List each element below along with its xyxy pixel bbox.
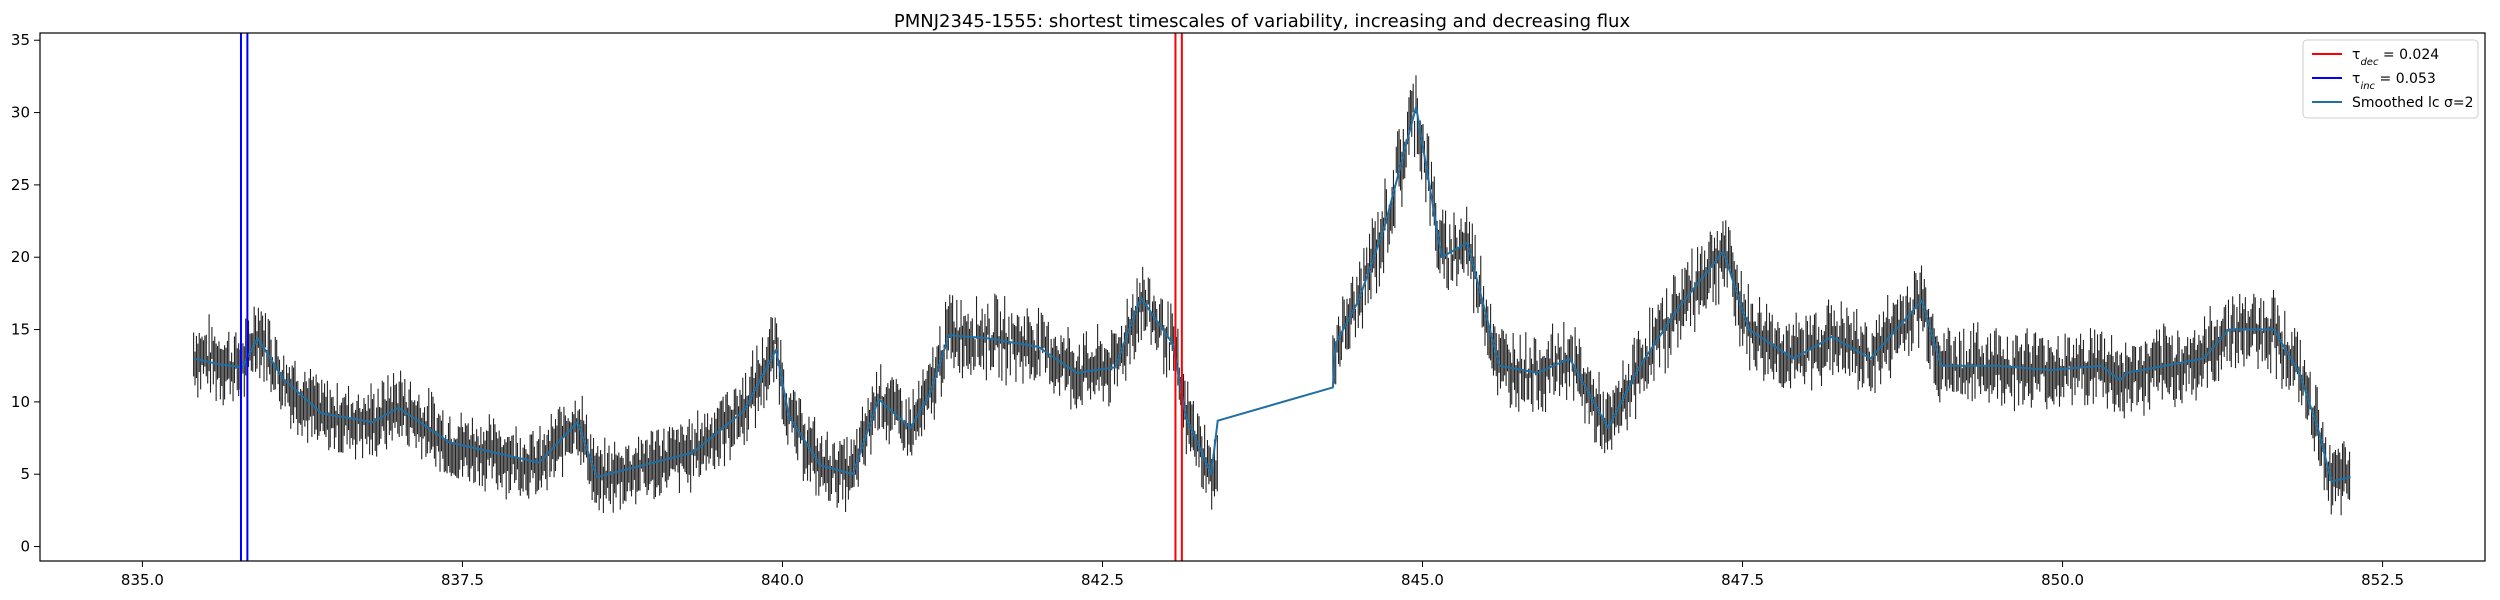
y-tick-label: 10 [11, 393, 30, 411]
y-tick-label: 30 [11, 104, 30, 122]
y-tick-label: 35 [11, 31, 30, 49]
smoothed-curve [193, 105, 2351, 483]
legend-inc-subscript: inc [2360, 81, 2375, 92]
x-tick-label: 840.0 [761, 571, 804, 589]
legend-inc-label: τinc = 0.053 [2352, 71, 2436, 92]
x-tick-label: 850.0 [2041, 571, 2084, 589]
plot-frame [39, 32, 2486, 562]
x-tick-label: 835.0 [121, 571, 164, 589]
legend-dec-subscript: dec [2360, 57, 2379, 68]
x-axis: 835.0 837.5 840.0 842.5 845.0 847.5 850.0 852.5 [121, 561, 2404, 589]
legend-dec-label: τdec = 0.024 [2352, 47, 2439, 68]
y-tick-label: 5 [20, 465, 30, 483]
y-tick-label: 0 [20, 538, 30, 556]
legend-box [2302, 39, 2479, 119]
timescale-lines-layer [239, 33, 1183, 561]
legend: τdec = 0.024 τinc = 0.053 Smoothed lc σ=… [2302, 39, 2479, 119]
x-tick-label: 842.5 [1081, 571, 1124, 589]
y-tick-label: 15 [11, 321, 30, 339]
chart-title: PMNJ2345-1555: shortest timescales of va… [894, 11, 1631, 32]
smoothed-curve-layer [193, 105, 2351, 483]
x-tick-label: 837.5 [441, 571, 484, 589]
y-tick-label: 25 [11, 176, 30, 194]
legend-smoothed-label: Smoothed lc σ=2 [2352, 95, 2474, 111]
x-tick-label: 852.5 [2361, 571, 2404, 589]
y-axis: 0 5 10 15 20 25 30 35 [11, 31, 40, 556]
y-tick-label: 20 [11, 248, 30, 266]
x-tick-label: 847.5 [1721, 571, 1764, 589]
x-tick-label: 845.0 [1401, 571, 1444, 589]
